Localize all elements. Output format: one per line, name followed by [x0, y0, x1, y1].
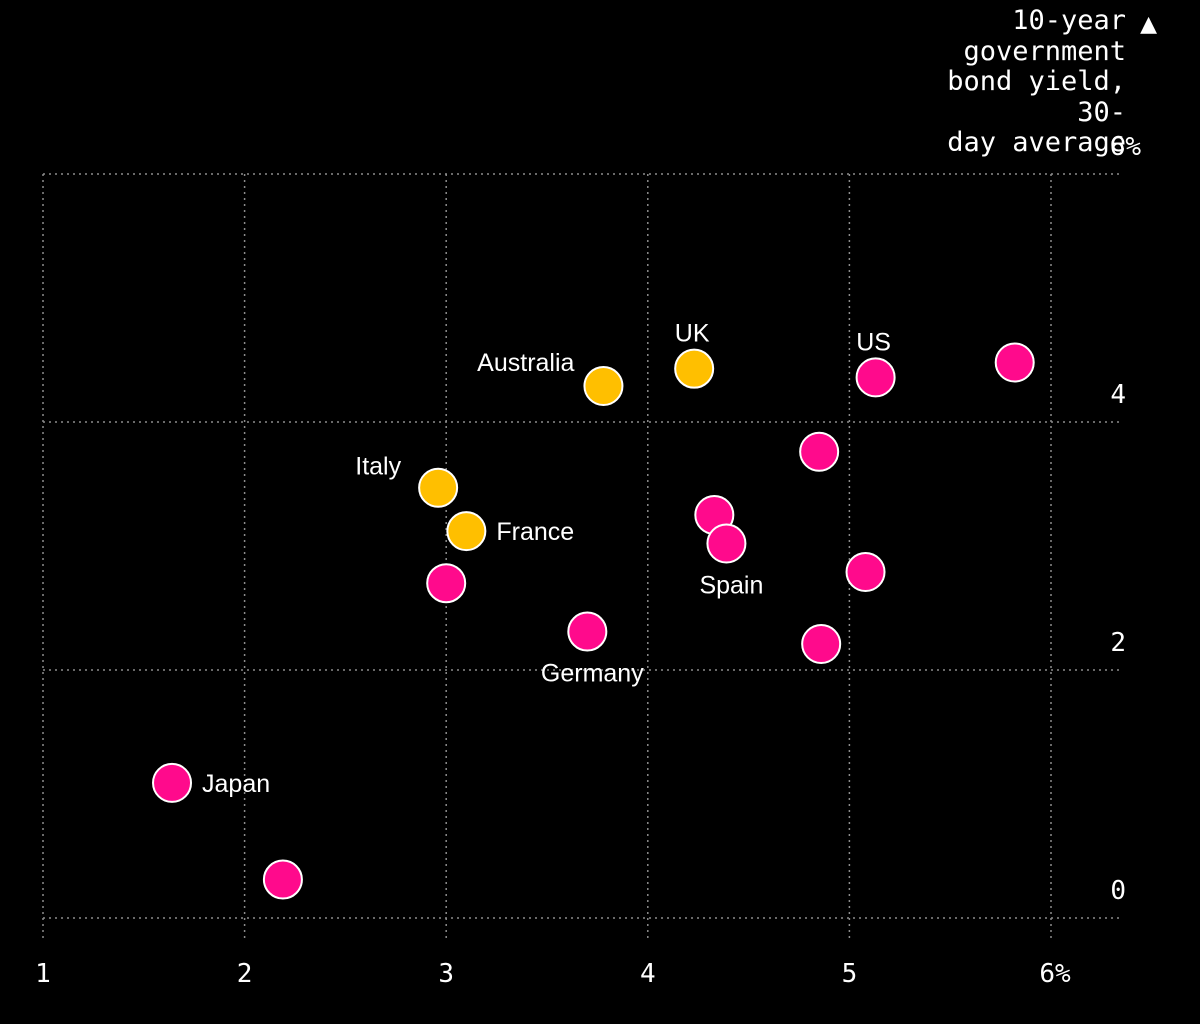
data-point	[446, 511, 487, 552]
data-point	[426, 563, 467, 604]
data-point	[674, 348, 715, 389]
x-axis-ticks: 1 2 3 4 5 6%	[35, 959, 1071, 989]
data-point	[994, 342, 1035, 383]
x-tick-label: 2	[237, 959, 253, 989]
point-label: US	[856, 328, 891, 356]
data-point	[567, 611, 608, 652]
x-tick-label: 5	[842, 959, 858, 989]
data-point	[706, 523, 747, 564]
data-point	[845, 552, 886, 593]
data-point	[262, 859, 303, 900]
y-tick-label: 4	[1110, 380, 1126, 410]
y-axis-ticks: 0 2 4 6%	[1110, 132, 1142, 906]
point-label: Italy	[355, 453, 401, 481]
y-axis-label-line: bond yield, 30-	[947, 66, 1126, 128]
x-tick-label: 4	[640, 959, 656, 989]
x-tick-label: 1	[35, 959, 51, 989]
point-label: Germany	[541, 660, 644, 688]
point-label: UK	[675, 320, 710, 348]
data-point	[583, 366, 624, 407]
data-point	[855, 357, 896, 398]
y-axis-label-line: 10-year	[1012, 5, 1126, 36]
data-point	[152, 762, 193, 803]
x-tick-label: 6%	[1039, 959, 1071, 989]
point-label: Japan	[202, 770, 270, 798]
point-label: Australia	[477, 349, 574, 377]
point-labels: Australia UK Italy France US Spain Germany Japa…	[202, 320, 891, 798]
data-points	[152, 342, 1035, 900]
y-tick-label: 2	[1110, 628, 1126, 658]
y-axis-label-line: government	[963, 35, 1126, 67]
y-tick-label: 0	[1110, 876, 1126, 906]
point-label: France	[496, 518, 574, 546]
data-point	[799, 431, 840, 472]
y-axis-label: 10-year government bond yield, 30- day a…	[896, 5, 1157, 159]
data-point	[418, 467, 459, 508]
x-tick-label: 3	[438, 959, 454, 989]
data-point	[801, 623, 842, 664]
y-tick-label: 6%	[1110, 132, 1142, 162]
point-label: Spain	[699, 572, 763, 600]
up-arrow-icon: ▲	[1140, 12, 1157, 37]
grid-lines	[42, 173, 1123, 940]
y-axis-label-line: day average	[947, 127, 1126, 158]
